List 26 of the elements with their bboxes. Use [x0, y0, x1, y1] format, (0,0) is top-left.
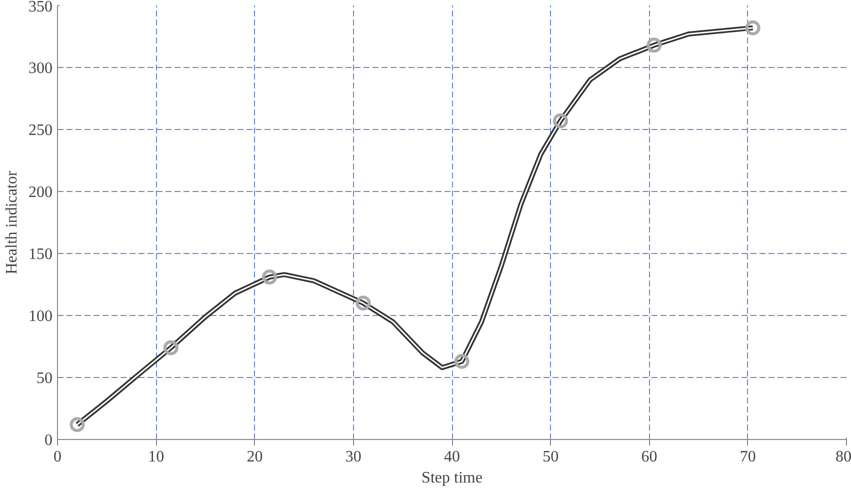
y-tick-label: 50 — [36, 370, 52, 387]
y-tick-label: 0 — [44, 432, 52, 449]
y-tick-label: 300 — [28, 60, 52, 77]
y-tick-label: 150 — [28, 246, 52, 263]
x-tick-label: 70 — [740, 448, 756, 466]
x-tick-label: 80 — [836, 448, 851, 466]
point — [552, 113, 568, 128]
point — [70, 417, 85, 432]
y-tick-label: 250 — [28, 122, 52, 139]
point — [356, 296, 371, 311]
y-tick-label: 350 — [28, 0, 52, 16]
x-tick-label: 20 — [246, 448, 263, 466]
y-tick-label: 200 — [28, 184, 52, 201]
point — [646, 38, 662, 53]
y-axis-title: Health indicator — [4, 170, 20, 274]
x-tick-label: 50 — [542, 448, 559, 466]
x-tick-label: 30 — [345, 448, 362, 466]
point — [163, 340, 178, 356]
x-tick-label: 40 — [444, 448, 460, 466]
x-axis-title: Step time — [422, 470, 482, 486]
x-tick-label: 60 — [641, 448, 658, 466]
point — [454, 354, 470, 369]
point — [262, 270, 278, 285]
y-tick-label: 100 — [28, 308, 52, 325]
point — [745, 20, 760, 36]
x-tick-label: 10 — [148, 448, 164, 466]
